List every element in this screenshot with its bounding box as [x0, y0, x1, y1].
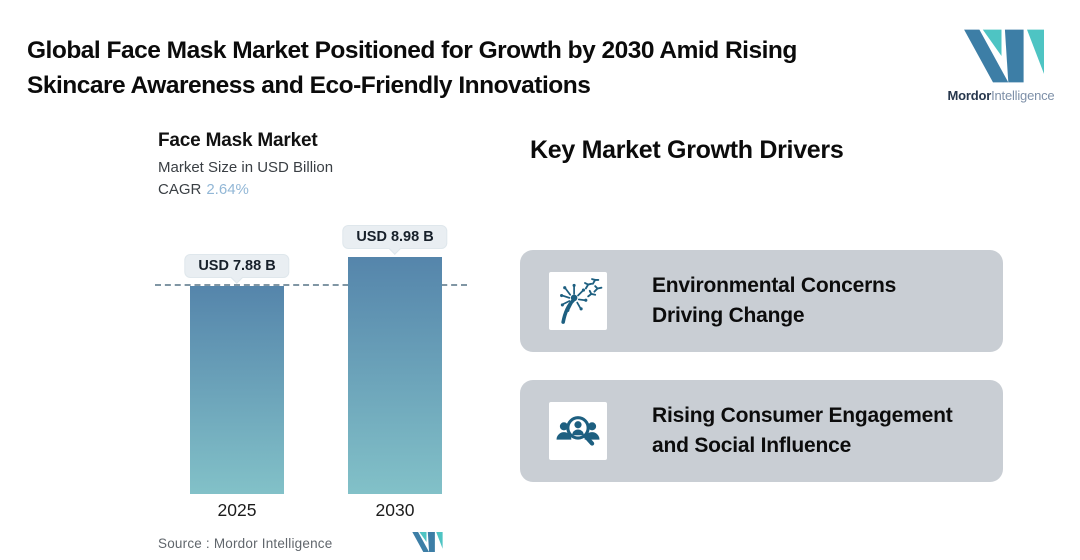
- bar-column-2025: USD 7.88 B: [184, 220, 290, 494]
- dandelion-icon: [560, 278, 603, 324]
- reference-dashed-line: [155, 284, 467, 286]
- source-logo-icon: [410, 532, 443, 557]
- bar-rect-2025: [190, 286, 284, 494]
- cagr-label: CAGR: [158, 181, 202, 198]
- page-title: Global Face Mask Market Positioned for G…: [27, 33, 927, 103]
- driver-icon-tile: [549, 272, 607, 330]
- brand-name: MordorIntelligence: [945, 88, 1057, 103]
- driver-card-environmental: Environmental Concerns Driving Change: [520, 250, 1003, 352]
- source-text: Source : Mordor Intelligence: [158, 536, 333, 551]
- chart-cagr: CAGR 2.64%: [158, 181, 333, 198]
- brand-name-light: Intelligence: [991, 88, 1055, 103]
- driver-card-consumer-engagement: Rising Consumer Engagement and Social In…: [520, 380, 1003, 482]
- bar-value-pill-2025: USD 7.88 B: [184, 254, 290, 284]
- driver-text-line1: Rising Consumer Engagement: [652, 404, 953, 427]
- chart-subtitle: Market Size in USD Billion: [158, 159, 334, 176]
- consumer-engagement-icon: [556, 416, 600, 446]
- x-axis-label-2030: 2030: [375, 500, 415, 520]
- driver-icon-tile: [549, 402, 607, 460]
- brand-name-bold: Mordor: [947, 88, 992, 103]
- bar-rect-2030: [348, 257, 442, 494]
- driver-text-line1: Environmental Concerns: [652, 274, 897, 297]
- brand-logo: MordorIntelligence: [945, 28, 1057, 103]
- x-axis-label-2025: 2025: [217, 500, 257, 520]
- driver-text-line2: and Social Influence: [652, 434, 852, 457]
- mordor-logo-icon: [963, 29, 1044, 83]
- chart-title: Face Mask Market: [158, 130, 318, 151]
- page-title-line2: Skincare Awareness and Eco-Friendly Inno…: [27, 72, 591, 99]
- bar-chart: USD 7.88 B USD 8.98 B 2025 2030: [155, 220, 467, 520]
- bar-value-label-2030: USD 8.98 B: [356, 229, 434, 245]
- bar-value-label-2025: USD 7.88 B: [198, 258, 276, 274]
- page-title-line1: Global Face Mask Market Positioned for G…: [27, 37, 797, 64]
- chart-header: Face Mask Market Market Size in USD Bill…: [158, 130, 333, 198]
- drivers-heading: Key Market Growth Drivers: [530, 136, 844, 164]
- bar-column-2030: USD 8.98 B: [342, 220, 448, 494]
- driver-text-line2: Driving Change: [652, 304, 805, 327]
- cagr-value: 2.64%: [206, 181, 249, 198]
- bar-value-pill-2030: USD 8.98 B: [342, 225, 448, 255]
- driver-text: Rising Consumer Engagement and Social In…: [652, 401, 953, 461]
- driver-text: Environmental Concerns Driving Change: [652, 271, 896, 331]
